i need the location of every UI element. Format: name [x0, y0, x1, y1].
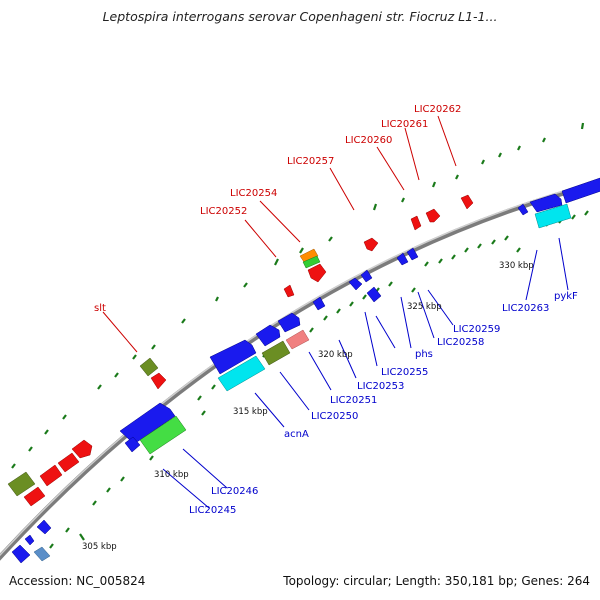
- reverse-leader-lines: [162, 237, 569, 509]
- gene-label[interactable]: LIC20257: [287, 156, 334, 167]
- gene-green[interactable]: [302, 255, 321, 269]
- gene-blue[interactable]: [36, 519, 52, 535]
- gene-blue[interactable]: [517, 203, 529, 216]
- gene-red[interactable]: [23, 486, 46, 507]
- tick-label: 320 kbp: [318, 350, 353, 360]
- genome-backbone-highlight: [0, 179, 600, 557]
- gene-red[interactable]: [57, 452, 80, 473]
- gene-green[interactable]: [139, 415, 187, 455]
- gene-pink[interactable]: [285, 329, 310, 350]
- gene-red[interactable]: [283, 284, 295, 298]
- gene-blue[interactable]: [366, 286, 382, 303]
- gene-label[interactable]: LIC20255: [381, 367, 428, 378]
- tick-labels: 305 kbp 310 kbp 315 kbp 320 kbp 325 kbp …: [82, 261, 534, 552]
- gene-label[interactable]: LIC20253: [357, 381, 404, 392]
- gene-blue[interactable]: [406, 247, 419, 261]
- gene-blue[interactable]: [124, 436, 141, 453]
- tick-label: 305 kbp: [82, 542, 117, 552]
- gene-steel[interactable]: [33, 546, 51, 562]
- gene-blue[interactable]: [561, 177, 600, 204]
- gene-blue[interactable]: [24, 534, 35, 546]
- gene-cyan[interactable]: [534, 203, 572, 229]
- gene-red[interactable]: [410, 215, 422, 231]
- gene-red[interactable]: [150, 372, 167, 390]
- gene-label[interactable]: LIC20246: [211, 486, 258, 497]
- gene-label[interactable]: slt: [94, 303, 106, 314]
- gene-red[interactable]: [39, 464, 63, 487]
- gene-blue[interactable]: [360, 269, 373, 283]
- gene-label[interactable]: LIC20258: [437, 337, 484, 348]
- gene-label[interactable]: LIC20254: [230, 188, 277, 199]
- tick-label: 315 kbp: [233, 407, 268, 417]
- inner-tick-ring: [49, 210, 589, 549]
- gene-red[interactable]: [307, 263, 327, 283]
- gene-blue[interactable]: [396, 252, 409, 266]
- gene-cyan[interactable]: [217, 355, 266, 392]
- gene-blue[interactable]: [255, 324, 281, 347]
- gene-label[interactable]: LIC20245: [189, 505, 236, 516]
- gene-orange[interactable]: [299, 248, 319, 263]
- gene-blue[interactable]: [312, 296, 326, 311]
- tick-label: 325 kbp: [407, 302, 442, 312]
- gene-label[interactable]: LIC20250: [311, 411, 358, 422]
- gene-blue[interactable]: [348, 277, 363, 291]
- tick-label: 310 kbp: [154, 470, 189, 480]
- forward-leader-lines: [102, 115, 457, 353]
- gene-blue[interactable]: [277, 312, 301, 333]
- gene-label[interactable]: LIC20259: [453, 324, 500, 335]
- forward-genes: [7, 194, 474, 507]
- gene-red[interactable]: [425, 208, 441, 223]
- tick-label: 330 kbp: [499, 261, 534, 271]
- topology-summary: Topology: circular; Length: 350,181 bp; …: [283, 574, 590, 588]
- gene-label[interactable]: LIC20262: [414, 104, 461, 115]
- map-title: Leptospira interrogans serovar Copenhage…: [102, 9, 498, 24]
- reverse-gene-labels: LIC20245 LIC20246 acnA LIC20250 LIC20251…: [189, 291, 578, 516]
- gene-olive[interactable]: [261, 340, 291, 366]
- gene-label[interactable]: LIC20261: [381, 119, 428, 130]
- gene-blue[interactable]: [209, 339, 257, 375]
- gene-red[interactable]: [460, 194, 474, 210]
- reverse-genes: [11, 177, 600, 564]
- gene-label[interactable]: LIC20251: [330, 395, 377, 406]
- outer-tick-ring: [11, 122, 585, 469]
- gene-olive[interactable]: [139, 357, 159, 377]
- gene-blue[interactable]: [11, 544, 31, 564]
- gene-label[interactable]: LIC20260: [345, 135, 392, 146]
- gene-olive[interactable]: [7, 471, 36, 497]
- gene-blue[interactable]: [529, 193, 563, 213]
- forward-gene-labels: slt LIC20252 LIC20254 LIC20257 LIC20260 …: [94, 104, 461, 314]
- gene-label[interactable]: pykF: [554, 291, 578, 302]
- gene-label[interactable]: acnA: [284, 429, 309, 440]
- gene-red[interactable]: [71, 439, 93, 459]
- gene-label[interactable]: LIC20252: [200, 206, 247, 217]
- gene-label[interactable]: phs: [415, 349, 433, 360]
- gene-label[interactable]: LIC20263: [502, 303, 549, 314]
- accession-label: Accession: NC_005824: [9, 574, 146, 588]
- genome-backbone: [0, 180, 600, 561]
- gene-red[interactable]: [363, 237, 379, 252]
